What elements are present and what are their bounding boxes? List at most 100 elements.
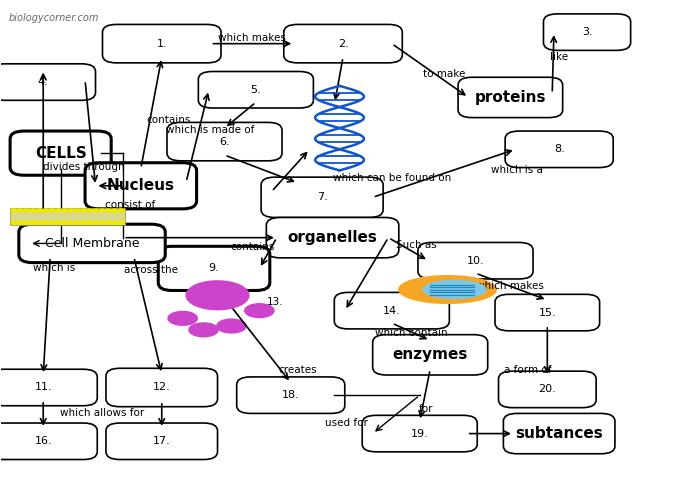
Text: Such as: Such as [396,241,437,250]
FancyBboxPatch shape [10,208,125,225]
Circle shape [11,221,18,224]
Ellipse shape [186,281,249,310]
Text: 11.: 11. [34,383,52,393]
Circle shape [24,209,30,212]
Circle shape [43,209,48,212]
Circle shape [99,209,105,212]
Text: 3.: 3. [582,27,592,37]
Circle shape [30,209,36,212]
Circle shape [62,221,67,224]
Text: 5.: 5. [251,85,261,95]
Ellipse shape [189,323,218,337]
FancyBboxPatch shape [503,413,615,454]
Circle shape [68,209,74,212]
Circle shape [74,209,80,212]
Circle shape [55,209,61,212]
Text: 1.: 1. [156,39,167,49]
Text: 9.: 9. [209,263,219,273]
FancyBboxPatch shape [0,423,97,459]
Text: which is made of: which is made of [167,125,255,135]
Text: 13.: 13. [266,297,283,307]
Circle shape [36,221,42,224]
Ellipse shape [245,304,274,317]
FancyBboxPatch shape [19,224,165,263]
Text: for: for [419,404,433,413]
Circle shape [93,209,99,212]
Circle shape [87,209,92,212]
Text: which makes: which makes [477,281,545,291]
Text: organelles: organelles [288,230,377,245]
Text: Nucleus: Nucleus [107,178,175,193]
Text: subtances: subtances [515,426,603,441]
Text: 7.: 7. [316,192,328,202]
Text: proteins: proteins [475,90,546,105]
Text: which allows for: which allows for [60,408,145,418]
Text: divides through: divides through [43,162,125,172]
Circle shape [24,221,30,224]
Circle shape [18,221,24,224]
Circle shape [18,209,24,212]
Circle shape [99,221,105,224]
Circle shape [30,221,36,224]
Text: 2.: 2. [337,39,349,49]
FancyBboxPatch shape [158,246,270,290]
Ellipse shape [168,312,197,325]
Text: 14.: 14. [383,306,400,316]
Circle shape [62,209,67,212]
Circle shape [93,221,99,224]
Text: biologycorner.com: biologycorner.com [8,13,99,23]
Circle shape [87,221,92,224]
Ellipse shape [399,276,496,303]
FancyBboxPatch shape [418,242,533,279]
Text: used for: used for [325,418,368,428]
FancyBboxPatch shape [458,77,563,117]
FancyBboxPatch shape [85,163,197,209]
Circle shape [106,209,111,212]
Text: contains: contains [230,242,274,252]
FancyBboxPatch shape [0,369,97,406]
Circle shape [55,221,61,224]
FancyBboxPatch shape [167,122,282,161]
Text: 19.: 19. [411,428,428,439]
FancyBboxPatch shape [335,292,449,329]
Text: 18.: 18. [282,390,300,400]
Text: creates: creates [279,365,317,375]
Ellipse shape [217,319,246,333]
FancyBboxPatch shape [498,371,596,408]
FancyBboxPatch shape [106,423,218,459]
Text: enzymes: enzymes [393,347,468,362]
Circle shape [11,209,18,212]
Circle shape [49,209,55,212]
Text: Cell Membrane: Cell Membrane [45,237,139,250]
Text: which is a: which is a [491,165,543,175]
Text: 8.: 8. [554,144,564,154]
Text: 20.: 20. [538,384,557,395]
Text: 6.: 6. [219,137,230,147]
Circle shape [80,209,86,212]
FancyBboxPatch shape [372,335,488,375]
FancyBboxPatch shape [198,71,314,108]
Circle shape [68,221,74,224]
Text: 10.: 10. [467,256,484,266]
Circle shape [74,221,80,224]
FancyBboxPatch shape [543,14,631,50]
Text: 16.: 16. [34,436,52,446]
Text: 4.: 4. [38,77,48,87]
Text: to make: to make [423,70,466,79]
Circle shape [80,221,86,224]
Text: which contain: which contain [375,327,448,338]
Text: like: like [550,52,568,62]
FancyBboxPatch shape [362,415,477,452]
Circle shape [112,221,118,224]
Circle shape [112,209,118,212]
FancyBboxPatch shape [237,377,345,413]
Circle shape [118,221,124,224]
FancyBboxPatch shape [284,25,402,63]
Text: a form of: a form of [504,365,552,375]
FancyBboxPatch shape [102,25,221,63]
Text: which makes: which makes [218,33,286,43]
Text: contains: contains [146,115,191,126]
Ellipse shape [424,281,486,298]
FancyBboxPatch shape [0,64,95,100]
FancyBboxPatch shape [505,131,613,168]
